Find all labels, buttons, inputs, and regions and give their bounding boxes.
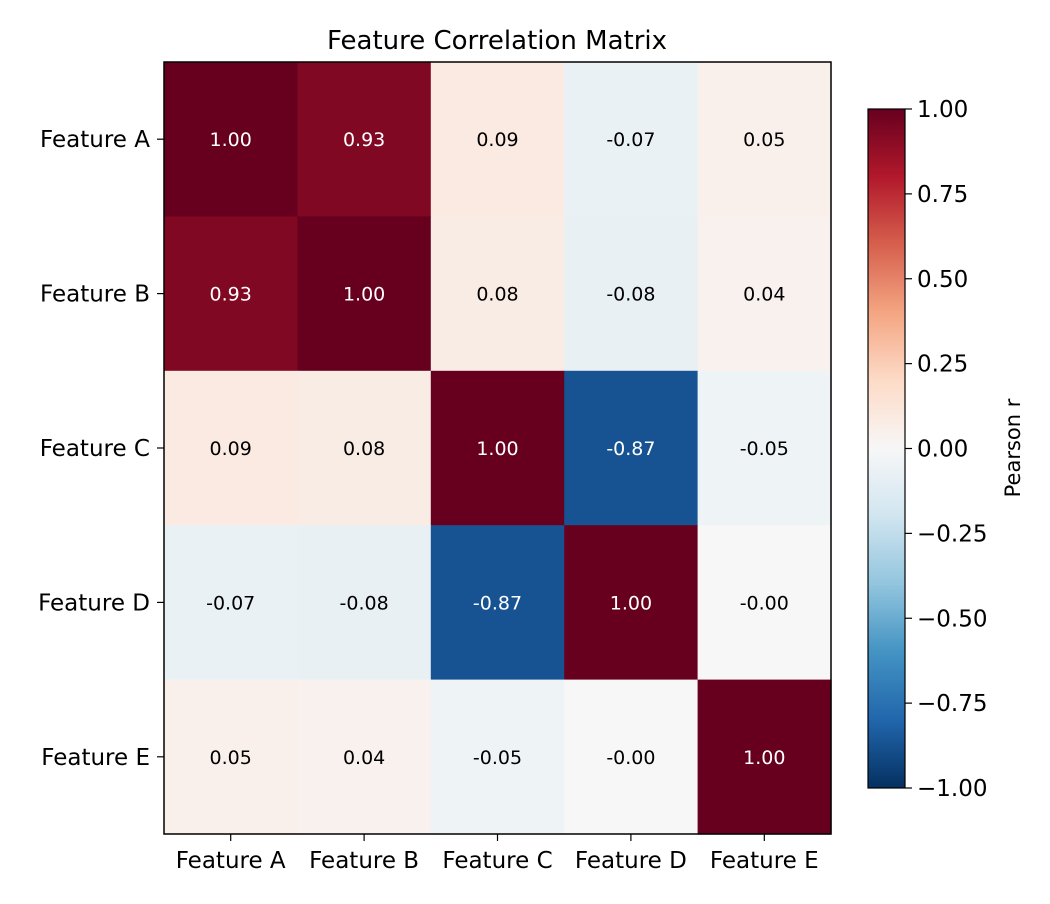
colorbar-label: Pearson r <box>1001 398 1025 497</box>
colorbar <box>867 108 906 789</box>
cell-value-label: -0.87 <box>606 438 655 460</box>
cell-value-label: -0.00 <box>606 747 655 769</box>
heatmap-cell <box>164 525 298 681</box>
heatmap-cell <box>164 679 298 835</box>
cell-value-label: 1.00 <box>610 592 652 614</box>
heatmap-cell <box>430 216 565 372</box>
colorbar-ticks: 1.00 0.75 0.50 0.25 0.00 −0.25 −0.50 −0.75 −1.00 <box>905 97 987 802</box>
x-tick-label: Feature B <box>309 848 419 874</box>
cell-value-label: -0.05 <box>473 747 522 769</box>
heatmap-cell <box>297 525 432 681</box>
x-tick-label: Feature E <box>710 848 819 874</box>
cell-value-label: 1.00 <box>210 129 252 151</box>
cell-value-label: 0.05 <box>210 747 252 769</box>
heatmap-cell <box>430 679 565 835</box>
x-tick-label: Feature C <box>442 848 552 874</box>
cell-value-label: 0.05 <box>743 129 785 151</box>
heatmap-cell <box>430 370 565 526</box>
x-tick-label: Feature A <box>176 848 286 874</box>
colorbar-tick-label: 0.00 <box>917 437 968 463</box>
y-tick-label: Feature D <box>38 590 150 616</box>
heatmap-cell <box>164 216 298 372</box>
cell-value-label: -0.00 <box>740 592 789 614</box>
heatmap-cell <box>697 62 832 217</box>
heatmap-cell <box>164 370 298 526</box>
colorbar-tick-label: 0.50 <box>917 267 968 293</box>
cell-value-label: 0.09 <box>476 129 518 151</box>
heatmap-cell <box>564 370 699 526</box>
heatmap-cell <box>564 62 699 217</box>
y-tick-label: Feature E <box>41 745 150 771</box>
colorbar-tick-label: 0.25 <box>917 352 968 378</box>
cell-value-label: -0.08 <box>340 592 389 614</box>
heatmap-cell <box>297 62 432 217</box>
heatmap-cell <box>697 525 832 681</box>
cell-value-label: 0.08 <box>343 438 385 460</box>
y-tick-label: Feature C <box>40 436 150 462</box>
cell-value-label: -0.07 <box>606 129 655 151</box>
x-tick-label: Feature D <box>575 848 687 874</box>
heatmap-cell <box>297 370 432 526</box>
colorbar-tick-label: 0.75 <box>917 182 968 208</box>
cell-value-label: -0.87 <box>473 592 522 614</box>
heatmap-cell <box>430 525 565 681</box>
cell-value-label: -0.07 <box>206 592 255 614</box>
heatmap-cell <box>564 679 699 835</box>
colorbar-tick-label: −1.00 <box>917 776 987 802</box>
x-axis: Feature A Feature B Feature C Feature D Feat… <box>176 834 819 874</box>
heatmap-cell <box>297 216 432 372</box>
heatmap-cell <box>164 62 298 217</box>
cell-value-label: 0.04 <box>743 284 785 306</box>
colorbar-tick-label: −0.75 <box>917 691 987 717</box>
heatmap-cells <box>164 62 832 835</box>
cell-value-label: 1.00 <box>743 747 785 769</box>
heatmap-cell <box>564 525 699 681</box>
y-tick-label: Feature B <box>40 282 150 308</box>
heatmap-cell <box>697 216 832 372</box>
colorbar-tick-label: 1.00 <box>917 97 968 123</box>
colorbar-tick-label: −0.50 <box>917 606 987 632</box>
cell-value-label: 0.93 <box>343 129 385 151</box>
colorbar-tick-label: −0.25 <box>917 521 987 547</box>
cell-value-label: 0.09 <box>210 438 252 460</box>
heatmap-cell <box>697 370 832 526</box>
cell-value-label: -0.05 <box>740 438 789 460</box>
cell-value-label: 0.08 <box>476 284 518 306</box>
heatmap-cell-labels: 1.00 0.93 0.09 -0.07 0.05 0.93 1.00 0.08 -0.08 0.… <box>206 129 789 769</box>
y-tick-label: Feature A <box>40 127 150 153</box>
heatmap-cell <box>697 679 832 835</box>
heatmap-cell <box>297 679 432 835</box>
cell-value-label: 0.04 <box>343 747 385 769</box>
cell-value-label: 1.00 <box>343 284 385 306</box>
cell-value-label: 0.93 <box>210 284 252 306</box>
heatmap-cell <box>430 62 565 217</box>
y-axis: Feature A Feature B Feature C Feature D Feat… <box>38 127 164 771</box>
cell-value-label: -0.08 <box>606 284 655 306</box>
heatmap-cell <box>564 216 699 372</box>
cell-value-label: 1.00 <box>476 438 518 460</box>
chart-title: Feature Correlation Matrix <box>327 26 667 56</box>
